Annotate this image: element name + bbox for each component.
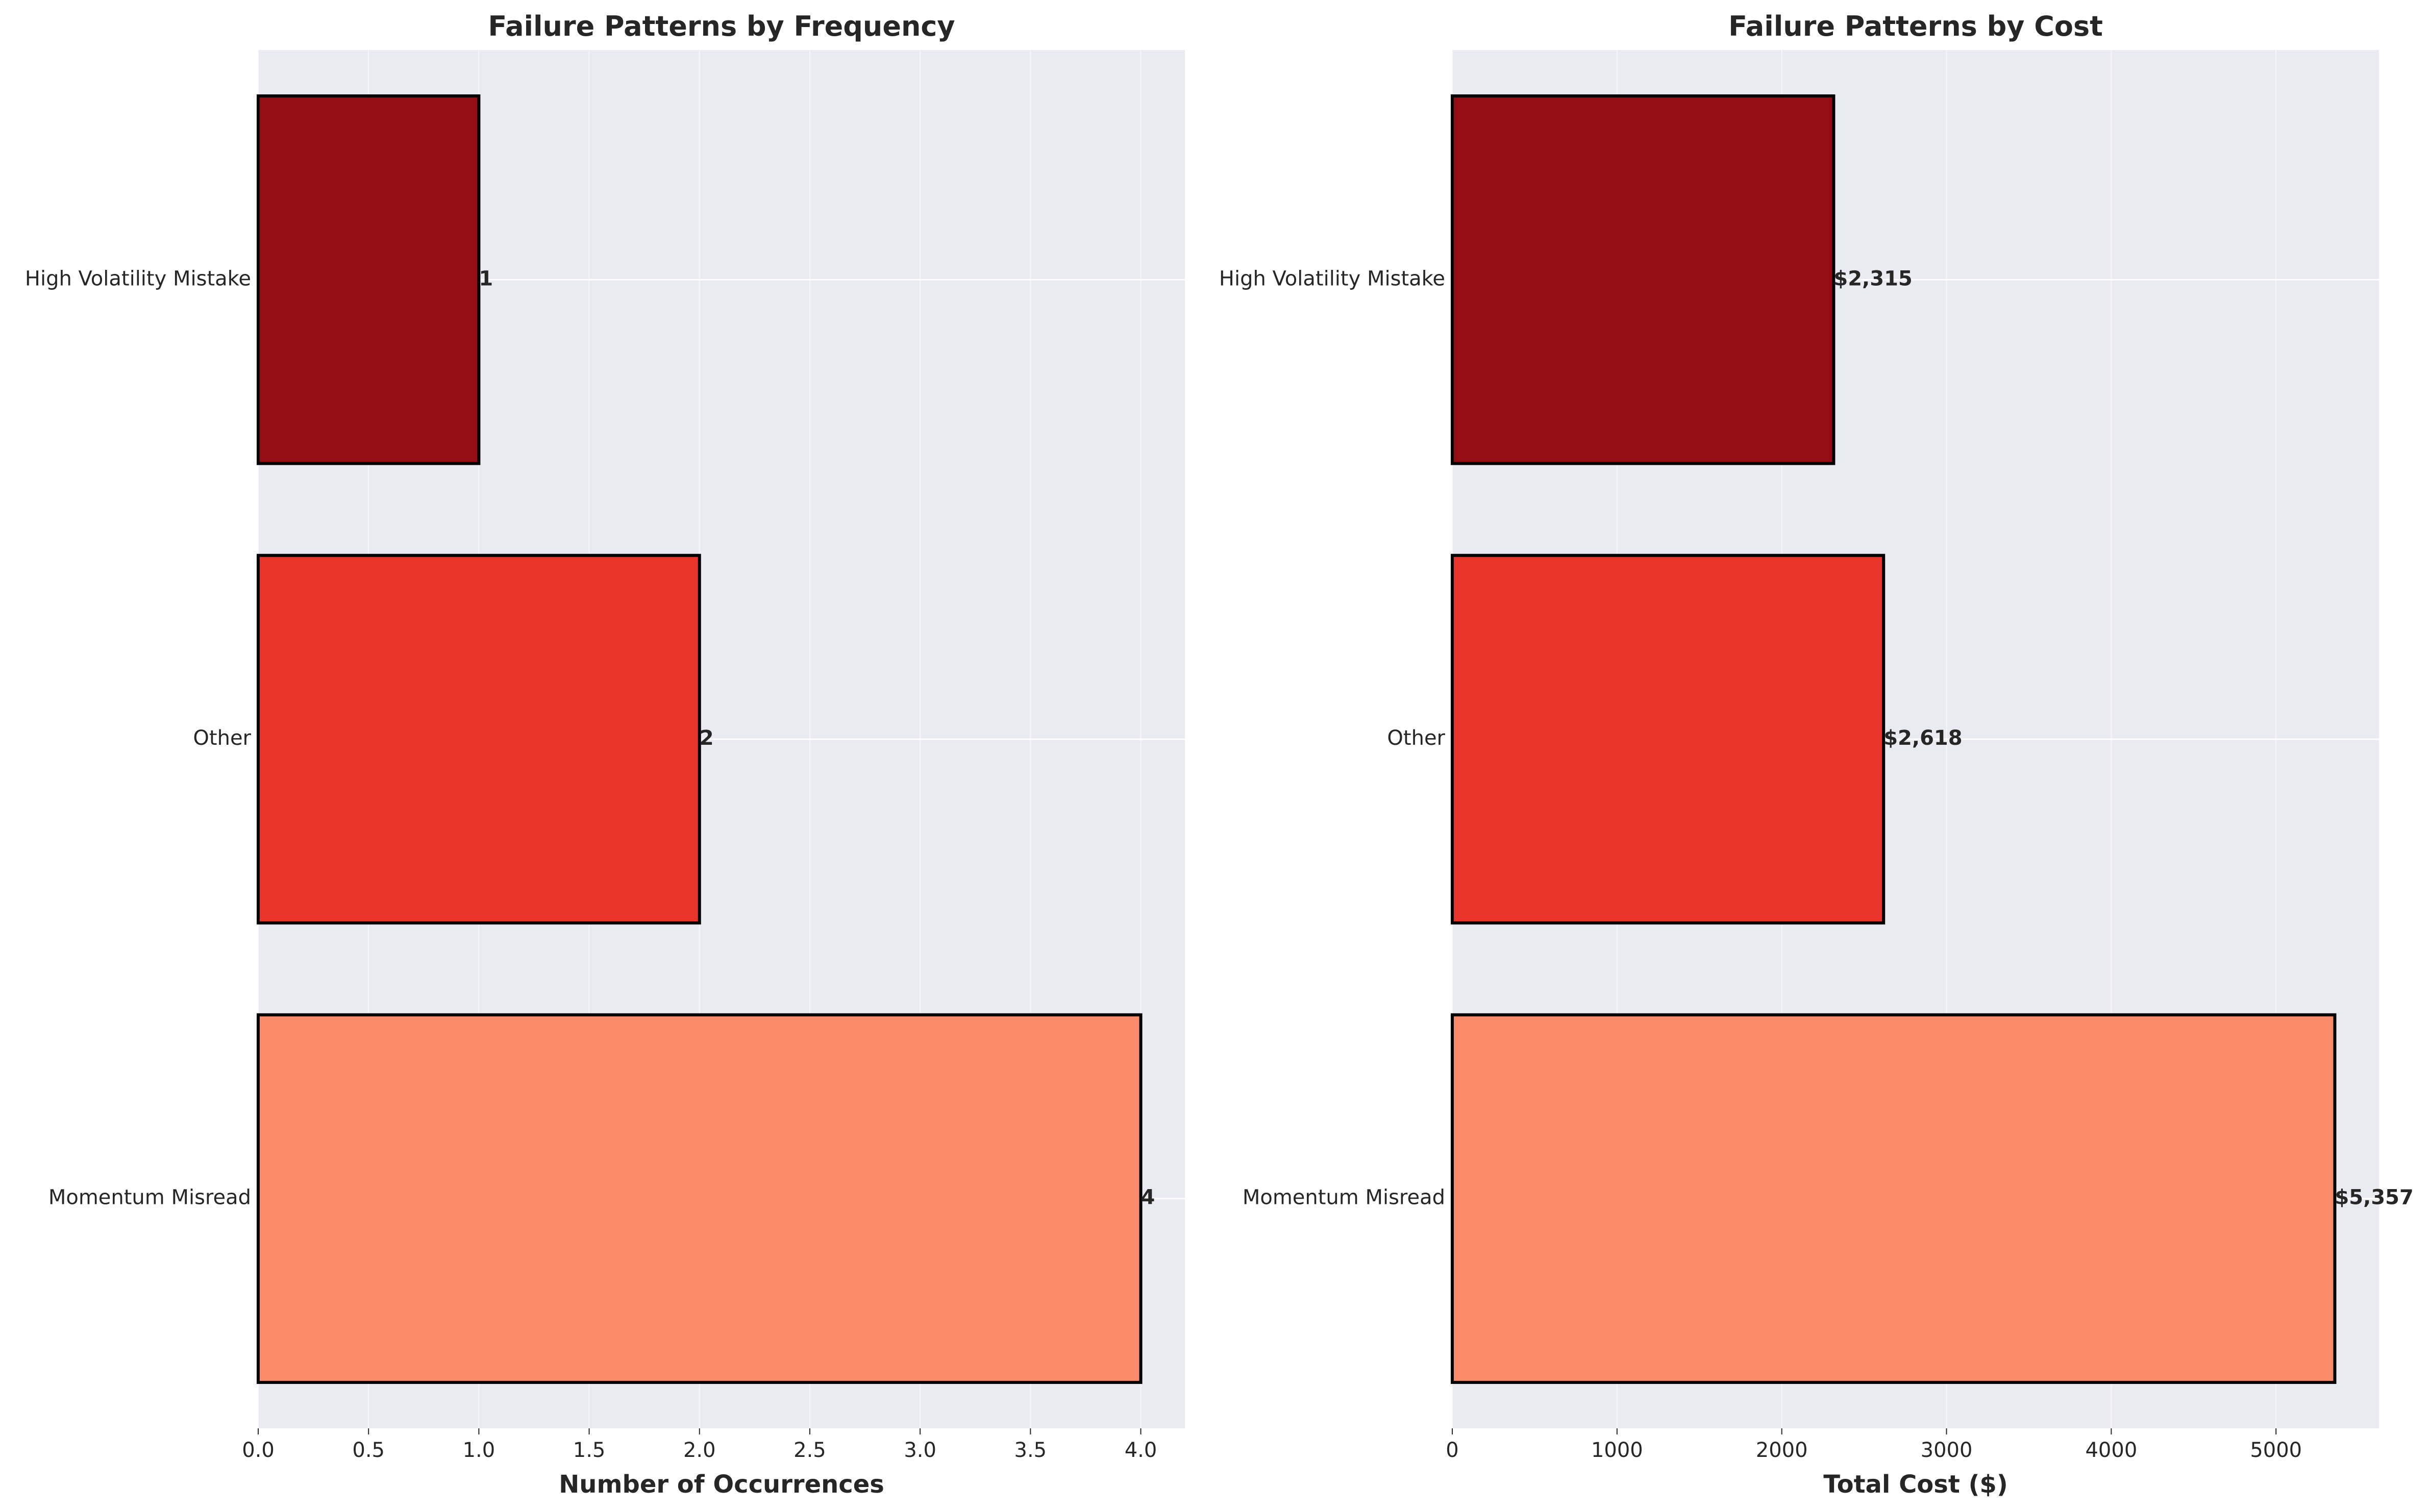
x-tick-label-2: 2000: [1756, 1439, 1808, 1462]
data-label-1: 2: [700, 726, 714, 750]
cost-x-axis-label: Total Cost ($): [1823, 1470, 2008, 1499]
cost-category-labels: Momentum Misread Other High Volatility Mis…: [1219, 267, 1446, 1209]
x-tick-label-4: 2.0: [683, 1439, 716, 1462]
cost-data-labels: $5,357 $2,618 $2,315: [1833, 267, 2413, 1209]
cost-bars: [1451, 94, 2337, 1384]
cost-chart-title: Failure Patterns by Cost: [1728, 10, 2103, 42]
category-label-2: High Volatility Mistake: [25, 267, 251, 290]
cost-chart: 0 1000 2000 3000 4000 5000 Momentum Misread Ot…: [1219, 10, 2414, 1499]
bar-0: [1451, 1013, 2337, 1384]
bar-1: [257, 553, 701, 925]
frequency-data-labels: 4 2 1: [479, 267, 1155, 1209]
x-tick-label-3: 1.5: [573, 1439, 606, 1462]
bar-2: [1451, 94, 1836, 465]
bar-1: [1451, 553, 1886, 925]
data-label-2: $2,315: [1833, 267, 1912, 290]
cost-x-ticks: 0 1000 2000 3000 4000 5000: [1446, 1428, 2302, 1462]
bar-2: [257, 94, 481, 465]
data-label-0: 4: [1141, 1186, 1155, 1209]
x-tick-label-5: 2.5: [794, 1439, 826, 1462]
x-tick-label-7: 3.5: [1014, 1439, 1047, 1462]
x-tick-label-1: 0.5: [352, 1439, 385, 1462]
category-label-2: High Volatility Mistake: [1219, 267, 1445, 290]
data-label-0: $5,357: [2335, 1186, 2413, 1209]
category-label-0: Momentum Misread: [1243, 1186, 1445, 1209]
x-tick-label-8: 4.0: [1125, 1439, 1157, 1462]
frequency-bars: [257, 94, 1143, 1384]
category-label-1: Other: [1387, 726, 1445, 750]
data-label-1: $2,618: [1883, 726, 1962, 750]
frequency-x-ticks: 0.0 0.5 1.0 1.5 2.0 2.5 3.0 3.5 4.0: [242, 1428, 1157, 1462]
x-tick-label-4: 4000: [2085, 1439, 2137, 1462]
frequency-chart-title: Failure Patterns by Frequency: [488, 10, 955, 42]
bar-0: [257, 1013, 1143, 1384]
data-label-2: 1: [479, 267, 493, 290]
frequency-chart: 0.0 0.5 1.0 1.5 2.0 2.5 3.0 3.5 4.0 Momentum Mis…: [25, 10, 1185, 1499]
x-tick-label-2: 1.0: [463, 1439, 495, 1462]
category-label-1: Other: [193, 726, 251, 750]
x-tick-label-6: 3.0: [904, 1439, 936, 1462]
x-tick-label-5: 5000: [2250, 1439, 2302, 1462]
frequency-x-axis-label: Number of Occurrences: [559, 1470, 884, 1499]
frequency-category-labels: Momentum Misread Other High Volatility Mis…: [25, 267, 252, 1209]
x-tick-label-0: 0: [1446, 1439, 1458, 1462]
x-tick-label-0: 0.0: [242, 1439, 275, 1462]
x-tick-label-3: 3000: [1921, 1439, 1973, 1462]
category-label-0: Momentum Misread: [48, 1186, 251, 1209]
x-tick-label-1: 1000: [1591, 1439, 1643, 1462]
